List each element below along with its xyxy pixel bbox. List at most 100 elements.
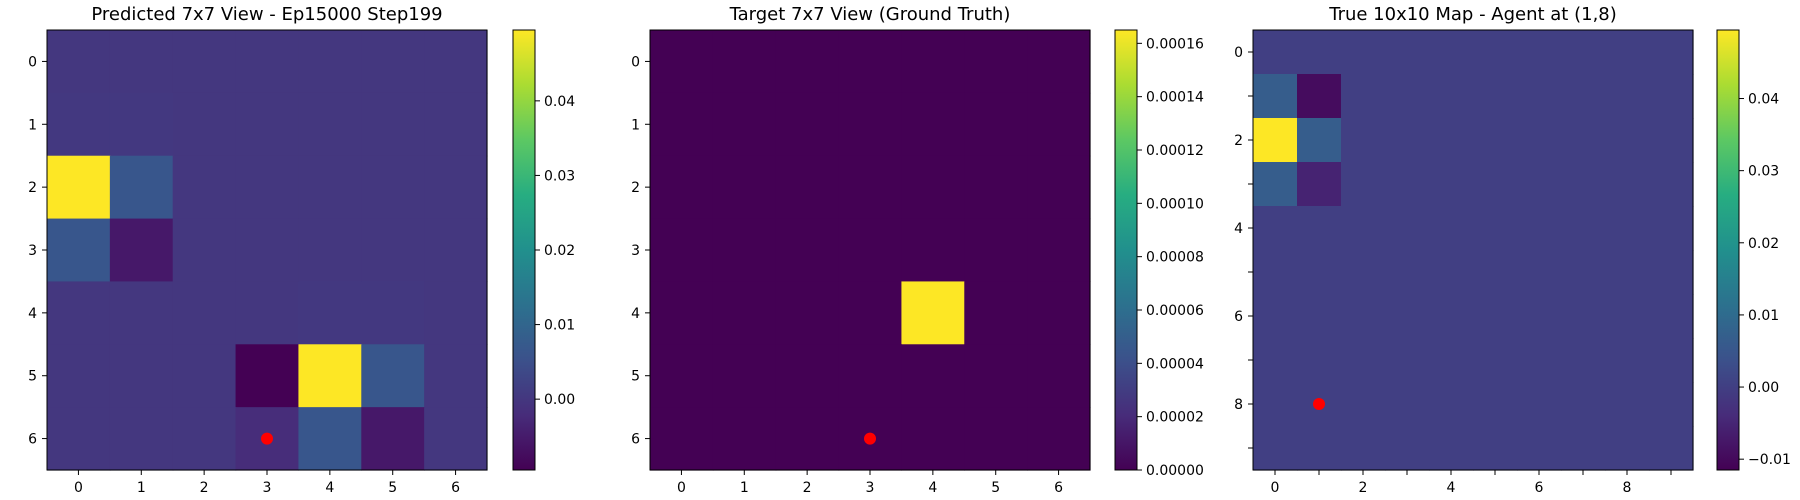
heatmap-cell — [1649, 426, 1694, 471]
heatmap-cell — [1429, 426, 1474, 471]
agent-marker — [261, 432, 273, 445]
heatmap-cell — [1297, 162, 1342, 207]
heatmap-cell — [1385, 294, 1430, 339]
heatmap-cell — [838, 155, 903, 220]
y-tick-label: 6 — [28, 432, 37, 448]
heatmap-cell — [1517, 294, 1562, 339]
heatmap-cell — [1253, 338, 1298, 383]
heatmap-cell — [1429, 118, 1474, 163]
heatmap-cell — [1605, 294, 1650, 339]
y-tick-label: 0 — [1234, 45, 1243, 61]
heatmap-cell — [1517, 426, 1562, 471]
heatmap-cell — [1649, 30, 1694, 75]
heatmap-cell — [1605, 74, 1650, 119]
heatmap-cell — [1385, 382, 1430, 427]
heatmap-cell — [1341, 30, 1386, 75]
x-tick-label: 4 — [325, 480, 334, 496]
heatmap-cell — [1473, 74, 1518, 119]
colorbar-tick-label: 0.02 — [544, 243, 575, 259]
heatmap-cell — [1605, 118, 1650, 163]
heatmap-cell — [1561, 250, 1606, 295]
heatmap-cell — [1297, 338, 1342, 383]
y-tick-label: 2 — [28, 180, 37, 196]
heatmap-cell — [838, 218, 903, 283]
heatmap-cell — [712, 155, 777, 220]
heatmap-cell — [712, 407, 777, 471]
colorbar-tick-label: 0.00002 — [1146, 410, 1204, 426]
colorbar-tick-label: 0.01 — [1748, 308, 1779, 324]
heatmap-cell — [964, 281, 1028, 345]
heatmap-cell — [424, 30, 488, 94]
colorbar — [512, 29, 536, 471]
x-tick-label: 0 — [74, 480, 83, 496]
x-tick-label: 2 — [200, 480, 209, 496]
y-tick-label: 3 — [28, 243, 37, 259]
heatmap-cell — [1385, 426, 1430, 471]
x-tick-label: 3 — [866, 480, 875, 496]
heatmap-cell — [1473, 294, 1518, 339]
heatmap-cell — [1561, 294, 1606, 339]
heatmap-cell — [1605, 426, 1650, 471]
axes-frame — [1252, 29, 1694, 471]
heatmap-cell — [1473, 250, 1518, 295]
heatmap-cell — [1341, 426, 1386, 471]
heatmap-cell — [47, 344, 111, 408]
y-tick-label: 0 — [28, 54, 37, 70]
heatmap-cell — [1027, 344, 1091, 408]
heatmap-cell — [1253, 426, 1298, 471]
heatmap-cell — [361, 30, 425, 94]
y-tick-label: 4 — [28, 306, 37, 322]
heatmap-cell — [1561, 426, 1606, 471]
colorbar-tick-label: 0.00006 — [1146, 303, 1204, 319]
heatmap-cell — [650, 30, 714, 94]
heatmap-cell — [838, 281, 903, 345]
heatmap-cell — [1561, 338, 1606, 383]
colorbar-tick-label: 0.00004 — [1146, 356, 1204, 372]
heatmap-cell — [1429, 206, 1474, 251]
heatmap-cell — [712, 30, 777, 94]
heatmap-cell — [1473, 338, 1518, 383]
x-tick-label: 4 — [1447, 480, 1456, 496]
heatmap-cell — [424, 407, 488, 471]
chart-title: Target 7x7 View (Ground Truth) — [729, 4, 1011, 25]
heatmap-cell — [964, 344, 1028, 408]
heatmap-cell — [235, 30, 300, 94]
heatmap-cell — [1649, 162, 1694, 207]
heatmap-cell — [964, 218, 1028, 283]
colorbar — [1114, 29, 1138, 471]
heatmap-cell — [1473, 382, 1518, 427]
heatmap-cell — [298, 30, 362, 94]
heatmap-cell — [1341, 118, 1386, 163]
heatmap-cell — [1517, 382, 1562, 427]
colorbar-tick-label: 0.03 — [544, 168, 575, 184]
heatmap-cell — [1341, 206, 1386, 251]
y-tick-label: 6 — [1234, 309, 1243, 325]
heatmap-cell — [361, 281, 425, 345]
heatmap-cell — [901, 155, 965, 220]
heatmap-cell — [1385, 74, 1430, 119]
heatmap-cell — [838, 30, 903, 94]
heatmap-cell — [1385, 206, 1430, 251]
heatmap-cell — [838, 344, 903, 408]
heatmap-cell — [1027, 92, 1091, 157]
heatmap-cell — [1297, 426, 1342, 471]
heatmap-cell — [424, 344, 488, 408]
heatmap-cell — [172, 344, 237, 408]
heatmap-cell — [1429, 338, 1474, 383]
heatmap-cell — [235, 155, 300, 220]
y-tick-label: 4 — [1234, 221, 1243, 237]
heatmap-cell — [650, 344, 714, 408]
colorbar-tick-label: 0.04 — [1748, 92, 1779, 108]
heatmap-cell — [775, 155, 840, 220]
heatmap-panel-2: Target 7x7 View (Ground Truth) 0 1 2 3 4 5 6 0 1 2… — [631, 4, 1204, 496]
x-tick-label: 2 — [1359, 480, 1368, 496]
heatmap-cell — [1473, 162, 1518, 207]
heatmap-cell — [1253, 382, 1298, 427]
colorbar-tick-label: 0.00012 — [1146, 143, 1204, 159]
heatmap-cell — [775, 344, 840, 408]
y-tick-label: 3 — [631, 243, 640, 259]
colorbar-tick-label: 0.03 — [1748, 164, 1779, 180]
heatmap-cell — [1561, 206, 1606, 251]
heatmap-cell — [1341, 74, 1386, 119]
